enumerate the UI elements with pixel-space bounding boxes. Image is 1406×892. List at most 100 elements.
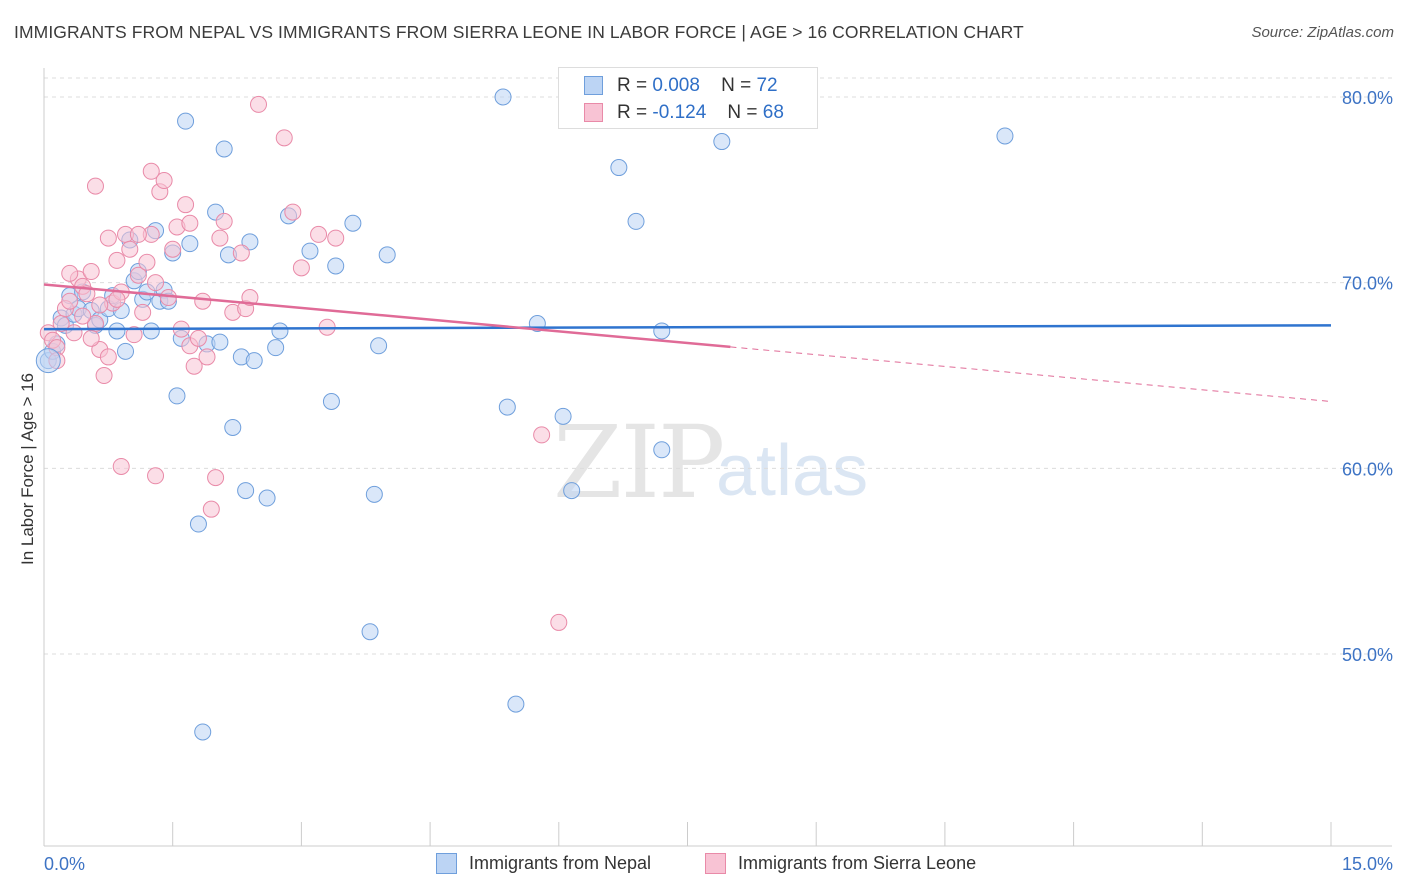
nepal-legend-swatch	[436, 853, 457, 874]
r-value: -0.124	[652, 102, 707, 123]
sierra-leone-trend-line	[43, 283, 731, 349]
sierra-leone-trend-extension	[730, 346, 1332, 402]
nepal-point	[610, 159, 628, 177]
sierra-leone-point	[250, 95, 267, 113]
sierra-leone-point	[129, 266, 147, 284]
nepal-point	[378, 246, 396, 264]
sierra-leone-point	[147, 274, 165, 292]
sierra-leone-point	[138, 253, 156, 271]
sierra-leone-point	[155, 172, 173, 190]
nepal-point	[370, 337, 388, 355]
y-axis-label: In Labor Force | Age > 16	[18, 372, 37, 565]
nepal-point	[996, 127, 1014, 145]
sierra-leone-point	[232, 244, 250, 262]
nepal-point	[224, 418, 242, 436]
stats-text-nepal: R = 0.008 N = 72	[617, 75, 778, 97]
sierra-leone-point	[99, 348, 117, 366]
nepal-point	[177, 112, 195, 130]
sierra-leone-point	[95, 367, 113, 384]
sierra-leone-point	[82, 329, 100, 347]
nepal-point	[627, 212, 645, 230]
nepal-point	[365, 485, 383, 503]
n-value: 68	[762, 102, 784, 123]
series-legend: Immigrants from Nepal Immigrants from Si…	[0, 851, 1406, 879]
y-tick-label: 50.0%	[1342, 645, 1393, 665]
nepal-point	[653, 322, 671, 340]
sierra-leone-point	[185, 357, 203, 375]
sierra-leone-point	[74, 307, 92, 325]
sierra-leone-point	[211, 229, 229, 247]
chart-title: IMMIGRANTS FROM NEPAL VS IMMIGRANTS FROM…	[14, 22, 1024, 42]
nepal-point	[507, 695, 525, 713]
n-label: N =	[721, 75, 752, 96]
sierra-leone-point	[125, 326, 143, 344]
sierra-leone-point	[86, 177, 104, 195]
nepal-point	[327, 257, 345, 275]
legend-label-nepal: Immigrants from Nepal	[469, 853, 652, 873]
nepal-trend-line	[43, 324, 1332, 331]
nepal-point	[267, 339, 285, 357]
nepal-point	[322, 392, 340, 410]
sierra-leone-point	[91, 296, 109, 314]
nepal-point	[168, 387, 186, 405]
sierra-leone-point	[147, 467, 165, 485]
nepal-point	[653, 441, 671, 459]
r-value: 0.008	[652, 75, 700, 96]
nepal-point	[554, 407, 572, 425]
sierra-leone-point	[164, 240, 182, 258]
sierra-leone-point	[215, 212, 233, 230]
stats-text-sierra-leone: R = -0.124 N = 68	[617, 102, 784, 124]
sierra-leone-point	[241, 289, 259, 307]
sierra-leone-point	[327, 229, 345, 247]
nepal-point	[117, 342, 135, 360]
sierra-leone-point	[310, 225, 328, 243]
nepal-swatch	[584, 76, 603, 95]
x-tick-label: 0.0%	[44, 854, 85, 874]
sierra-leone-point	[129, 225, 147, 243]
nepal-point	[35, 348, 61, 374]
sierra-leone-point	[82, 263, 100, 281]
nepal-point	[211, 333, 229, 351]
sierra-leone-point	[275, 129, 293, 147]
nepal-point	[237, 482, 255, 500]
stats-legend: R = 0.008 N = 72 R = -0.124 N = 68	[558, 67, 818, 129]
y-tick-label: 60.0%	[1342, 459, 1393, 479]
sierra-leone-point	[177, 196, 195, 214]
sierra-leone-point	[61, 292, 79, 310]
nepal-point	[245, 352, 263, 370]
sierra-leone-point	[142, 162, 160, 180]
sierra-leone-point	[112, 457, 130, 475]
sierra-leone-point	[134, 303, 152, 321]
nepal-point	[713, 133, 731, 151]
n-label: N =	[727, 102, 758, 123]
nepal-point	[215, 140, 233, 158]
n-value: 72	[756, 75, 778, 96]
sierra-leone-point	[108, 290, 126, 308]
watermark-atlas: atlas	[716, 431, 869, 511]
sierra-leone-point	[202, 500, 220, 518]
x-tick-label: 15.0%	[1342, 854, 1393, 874]
r-label: R =	[617, 102, 648, 123]
sierra-leone-point	[533, 426, 551, 444]
sierra-leone-point	[108, 251, 126, 269]
sierra-leone-point	[61, 264, 79, 282]
sierra-leone-legend-swatch	[705, 853, 726, 874]
y-tick-label: 70.0%	[1342, 274, 1393, 294]
sierra-leone-point	[121, 240, 139, 258]
watermark-zip: ZIP	[553, 404, 725, 521]
sierra-leone-point	[550, 613, 568, 631]
y-tick-label: 80.0%	[1342, 88, 1393, 108]
nepal-point	[181, 235, 199, 253]
nepal-point	[361, 623, 379, 641]
nepal-point	[271, 322, 289, 340]
sierra-leone-swatch	[584, 103, 603, 122]
nepal-point	[301, 242, 319, 260]
nepal-point	[194, 723, 212, 741]
nepal-point	[108, 322, 126, 340]
nepal-point	[498, 398, 516, 416]
sierra-leone-point	[207, 469, 225, 487]
sierra-leone-point	[65, 324, 83, 342]
nepal-point	[189, 515, 207, 533]
sierra-leone-point	[292, 259, 310, 277]
